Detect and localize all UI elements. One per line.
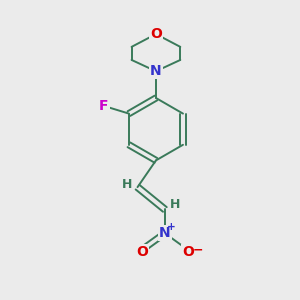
Text: −: − — [192, 244, 203, 257]
Text: O: O — [182, 245, 194, 259]
Text: H: H — [122, 178, 132, 191]
Text: +: + — [167, 222, 175, 232]
Text: O: O — [150, 27, 162, 41]
Text: O: O — [136, 245, 148, 259]
Text: N: N — [159, 226, 171, 240]
Text: F: F — [99, 99, 109, 112]
Text: N: N — [150, 64, 162, 78]
Text: H: H — [170, 199, 181, 212]
